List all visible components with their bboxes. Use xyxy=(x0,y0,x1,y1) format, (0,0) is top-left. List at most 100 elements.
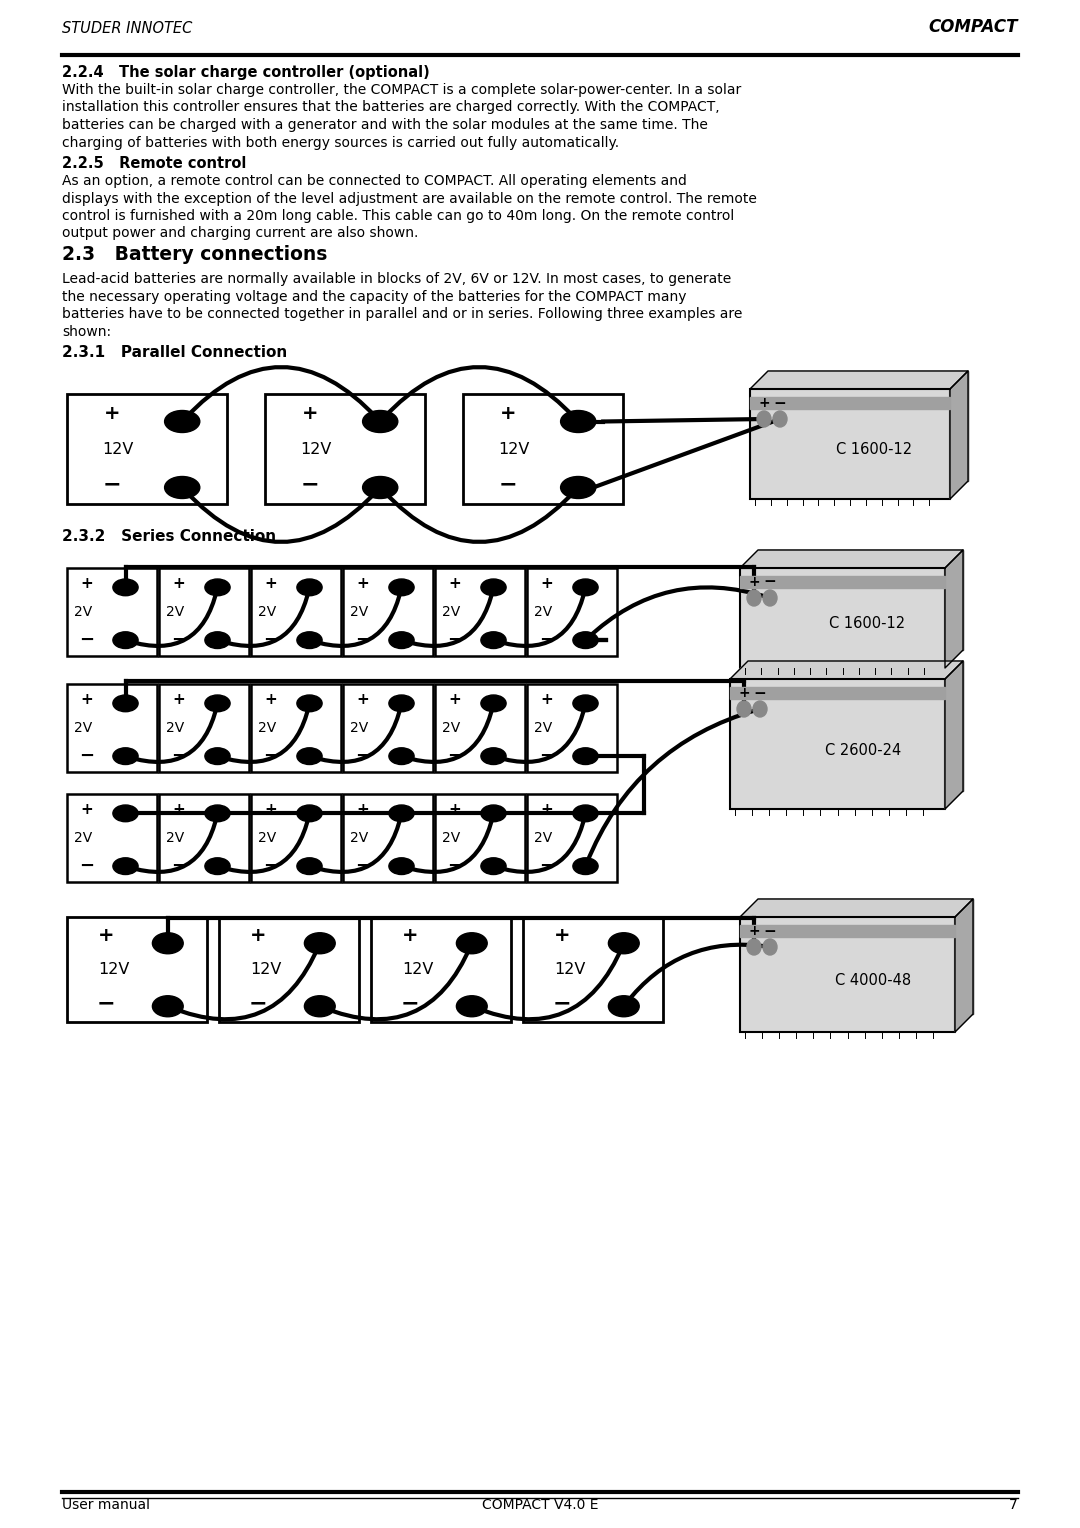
Bar xyxy=(343,685,433,772)
Bar xyxy=(219,917,359,1022)
Text: −: − xyxy=(764,575,777,590)
Ellipse shape xyxy=(572,579,598,596)
Text: +: + xyxy=(540,576,553,591)
Text: +: + xyxy=(249,926,267,946)
Text: 2.2.5   Remote control: 2.2.5 Remote control xyxy=(62,156,246,171)
Text: 2V: 2V xyxy=(442,721,460,735)
Ellipse shape xyxy=(572,631,598,648)
Bar xyxy=(740,568,945,668)
Text: +: + xyxy=(748,575,760,588)
Bar xyxy=(251,795,341,882)
Text: +: + xyxy=(80,802,93,817)
Text: batteries have to be connected together in parallel and or in series. Following : batteries have to be connected together … xyxy=(62,307,742,321)
Text: shown:: shown: xyxy=(62,324,111,339)
Ellipse shape xyxy=(113,857,138,874)
Ellipse shape xyxy=(481,747,507,764)
Bar xyxy=(435,795,525,882)
Text: 2V: 2V xyxy=(75,605,93,619)
Bar xyxy=(159,795,249,882)
Text: +: + xyxy=(356,576,369,591)
Text: 2V: 2V xyxy=(442,605,460,619)
Text: +: + xyxy=(540,692,553,707)
Bar xyxy=(527,795,617,882)
Text: Lead-acid batteries are normally available in blocks of 2V, 6V or 12V. In most c: Lead-acid batteries are normally availab… xyxy=(62,272,731,286)
Ellipse shape xyxy=(297,747,322,764)
Bar xyxy=(251,568,341,656)
Ellipse shape xyxy=(164,477,200,498)
Text: +: + xyxy=(402,926,418,946)
Text: C 2600-24: C 2600-24 xyxy=(825,743,902,758)
Text: −: − xyxy=(539,631,554,649)
Ellipse shape xyxy=(205,695,230,712)
Bar xyxy=(730,678,945,808)
Text: COMPACT V4.0 E: COMPACT V4.0 E xyxy=(482,1497,598,1513)
Bar xyxy=(372,917,511,1022)
Text: +: + xyxy=(173,692,185,707)
Ellipse shape xyxy=(389,805,414,822)
Text: the necessary operating voltage and the capacity of the batteries for the COMPAC: the necessary operating voltage and the … xyxy=(62,289,687,304)
Ellipse shape xyxy=(205,747,230,764)
Ellipse shape xyxy=(113,579,138,596)
Text: control is furnished with a 20m long cable. This cable can go to 40m long. On th: control is furnished with a 20m long cab… xyxy=(62,209,734,223)
Text: output power and charging current are also shown.: output power and charging current are al… xyxy=(62,226,418,240)
Ellipse shape xyxy=(762,940,777,955)
Text: −: − xyxy=(553,993,571,1013)
Bar xyxy=(750,390,950,500)
Bar xyxy=(67,917,207,1022)
Bar xyxy=(67,795,157,882)
Text: batteries can be charged with a generator and with the solar modules at the same: batteries can be charged with a generato… xyxy=(62,118,707,131)
Text: 2V: 2V xyxy=(535,605,553,619)
Text: C 4000-48: C 4000-48 xyxy=(835,973,912,987)
Bar xyxy=(758,898,973,1015)
Ellipse shape xyxy=(747,940,761,955)
Bar xyxy=(265,394,426,504)
Polygon shape xyxy=(740,898,973,917)
Ellipse shape xyxy=(608,996,639,1016)
Text: −: − xyxy=(355,857,370,876)
Text: +: + xyxy=(748,924,760,938)
Bar xyxy=(527,685,617,772)
Ellipse shape xyxy=(297,631,322,648)
Text: +: + xyxy=(265,576,278,591)
Text: +: + xyxy=(173,802,185,817)
Ellipse shape xyxy=(205,857,230,874)
Text: 2V: 2V xyxy=(258,831,276,845)
Text: STUDER INNOTEC: STUDER INNOTEC xyxy=(62,21,192,37)
Ellipse shape xyxy=(152,996,184,1016)
Text: +: + xyxy=(356,692,369,707)
Text: 2.3   Battery connections: 2.3 Battery connections xyxy=(62,244,327,264)
Text: −: − xyxy=(79,857,94,876)
Text: −: − xyxy=(172,857,187,876)
Text: −: − xyxy=(79,747,94,766)
Ellipse shape xyxy=(753,701,767,717)
Text: −: − xyxy=(539,747,554,766)
Ellipse shape xyxy=(113,631,138,648)
Ellipse shape xyxy=(297,579,322,596)
Text: 2.3.1   Parallel Connection: 2.3.1 Parallel Connection xyxy=(62,345,287,361)
Text: −: − xyxy=(97,993,116,1013)
Text: −: − xyxy=(754,686,767,700)
Ellipse shape xyxy=(205,631,230,648)
Text: +: + xyxy=(104,405,120,423)
Text: −: − xyxy=(264,857,279,876)
Ellipse shape xyxy=(773,411,787,426)
Text: 2V: 2V xyxy=(166,605,185,619)
Ellipse shape xyxy=(762,590,777,607)
Text: 12V: 12V xyxy=(103,442,134,457)
Text: charging of batteries with both energy sources is carried out fully automaticall: charging of batteries with both energy s… xyxy=(62,136,619,150)
Text: −: − xyxy=(103,474,121,494)
Polygon shape xyxy=(730,688,945,698)
Text: +: + xyxy=(554,926,570,946)
Polygon shape xyxy=(945,662,963,808)
Text: +: + xyxy=(301,405,318,423)
Bar xyxy=(159,685,249,772)
Ellipse shape xyxy=(297,695,322,712)
Text: 2V: 2V xyxy=(75,831,93,845)
Ellipse shape xyxy=(389,579,414,596)
Text: +: + xyxy=(500,405,516,423)
Ellipse shape xyxy=(457,932,487,953)
Bar xyxy=(768,371,968,481)
Text: +: + xyxy=(448,692,461,707)
Ellipse shape xyxy=(164,411,200,432)
Text: −: − xyxy=(248,993,268,1013)
